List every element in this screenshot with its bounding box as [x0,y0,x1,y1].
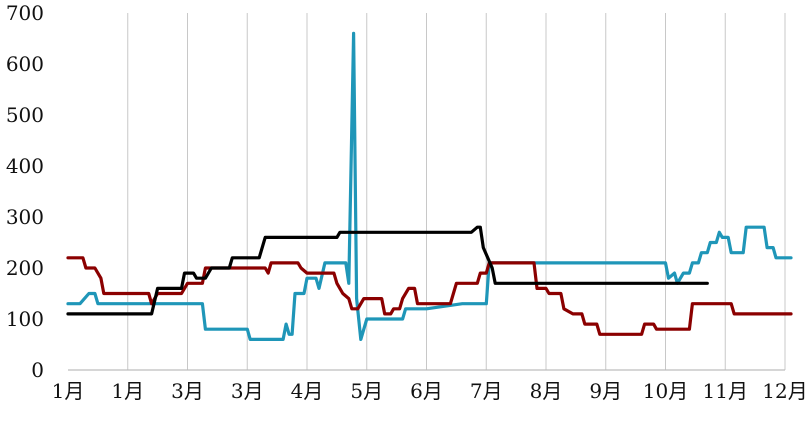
y-tick-label: 200 [6,256,44,280]
series-line-3 [66,225,709,316]
y-tick-label: 700 [6,1,44,25]
y-tick-label: 600 [6,52,44,76]
x-tick-label: 8月 [530,379,563,403]
x-tick-label: 9月 [589,379,622,403]
x-tick-label: 3月 [171,379,204,403]
x-tick-label: 3月 [231,379,264,403]
y-tick-label: 0 [31,358,44,382]
y-tick-label: 300 [6,205,44,229]
x-tick-label: 11月 [703,379,748,403]
x-tick-label: 1月 [111,379,144,403]
y-tick-label: 100 [6,307,44,331]
series-line-1 [66,31,793,341]
y-tick-label: 500 [6,103,44,127]
x-tick-labels: 1月 1月 3月 3月 4月 5月 6月 7月 8月 9月 10月 11月 12月 [52,379,806,403]
x-tick-label: 1月 [52,379,85,403]
x-tick-label: 4月 [291,379,324,403]
x-tick-label: 5月 [350,379,383,403]
series-lines [66,31,793,341]
y-tick-label: 400 [6,154,44,178]
x-tick-label: 12月 [762,379,806,403]
series-line-2 [66,256,793,336]
y-tick-labels: 0 100 200 300 400 500 600 700 [6,1,44,382]
x-tick-label: 7月 [470,379,503,403]
x-tick-label: 6月 [410,379,443,403]
gridlines [127,13,786,370]
x-tick-label: 10月 [643,379,688,403]
